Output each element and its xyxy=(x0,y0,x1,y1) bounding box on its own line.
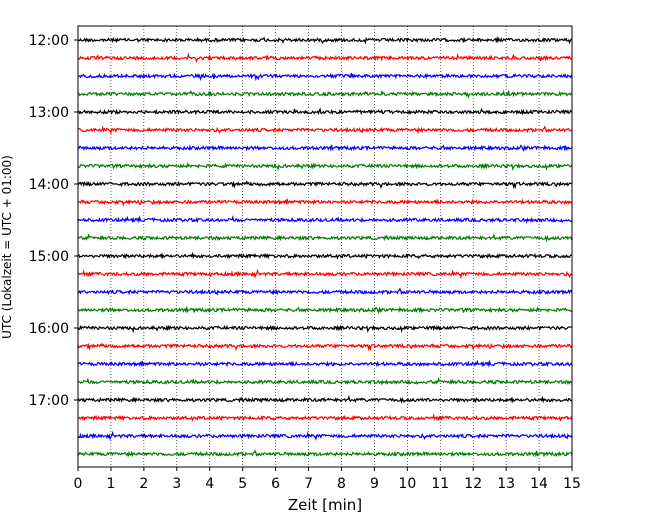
tick-layer: 0 1 2 3 4 5 6 7 8 9 10 11 12 13 14 1512:0013:0014:0015:… xyxy=(29,33,581,492)
x-tick-label: 9 xyxy=(370,476,379,492)
y-axis-label: UTC (Lokalzeit = UTC + 01:00) xyxy=(0,155,14,339)
trace-1715 xyxy=(77,413,573,422)
x-tick-label: 7 xyxy=(304,476,313,492)
trace-1645 xyxy=(77,376,573,387)
x-tick-label: 0 xyxy=(74,476,83,492)
x-tick-label: 11 xyxy=(431,476,449,492)
x-tick-label: 4 xyxy=(205,476,214,492)
x-axis-label: Zeit [min] xyxy=(288,496,362,514)
trace-1730 xyxy=(77,430,573,442)
trace-1430 xyxy=(77,214,573,225)
x-tick-label: 14 xyxy=(530,476,548,492)
trace-1200 xyxy=(77,35,573,45)
trace-1500 xyxy=(77,251,573,260)
x-tick-label: 1 xyxy=(106,476,115,492)
trace-1445 xyxy=(77,233,573,243)
trace-1415 xyxy=(77,198,573,207)
x-tick-label: 3 xyxy=(172,476,181,492)
plot-frame xyxy=(77,25,573,468)
x-tick-label: 2 xyxy=(139,476,148,492)
trace-1515 xyxy=(77,268,573,280)
trace-layer xyxy=(77,35,573,458)
x-tick-label: 12 xyxy=(464,476,482,492)
trace-1615 xyxy=(77,342,573,352)
x-tick-label: 6 xyxy=(271,476,280,492)
plot-area-background xyxy=(78,26,572,467)
y-tick-label: 13:00 xyxy=(29,105,69,121)
x-tick-label: 8 xyxy=(337,476,346,492)
trace-1745 xyxy=(77,449,573,458)
trace-1600 xyxy=(77,324,573,334)
trace-1215 xyxy=(77,52,573,64)
y-tick-label: 14:00 xyxy=(29,177,69,193)
trace-1400 xyxy=(77,180,573,190)
trace-1530 xyxy=(77,287,573,296)
x-tick-label: 15 xyxy=(563,476,581,492)
trace-1315 xyxy=(77,125,573,136)
x-tick-label: 5 xyxy=(238,476,247,492)
trace-1545 xyxy=(77,306,573,314)
y-tick-label: 12:00 xyxy=(29,33,69,49)
y-tick-label: 16:00 xyxy=(29,321,69,337)
trace-1330 xyxy=(77,144,573,152)
y-tick-label: 17:00 xyxy=(29,393,69,409)
trace-1245 xyxy=(77,89,573,99)
x-tick-label: 13 xyxy=(497,476,515,492)
trace-1345 xyxy=(77,162,573,172)
trace-1300 xyxy=(77,107,573,116)
trace-1630 xyxy=(77,359,573,368)
trace-1700 xyxy=(77,395,573,405)
y-tick-label: 15:00 xyxy=(29,249,69,265)
x-tick-label: 10 xyxy=(398,476,416,492)
trace-1230 xyxy=(77,72,573,82)
